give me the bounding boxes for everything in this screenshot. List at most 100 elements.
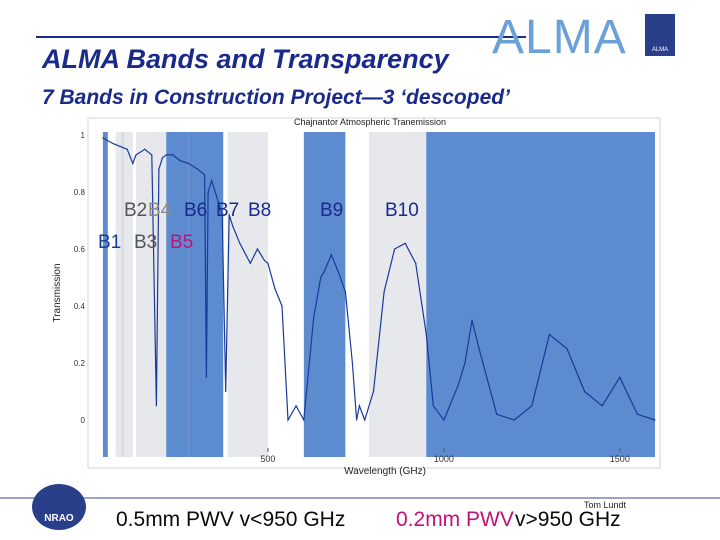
transmission-point: [161, 157, 163, 159]
transmission-point: [135, 154, 137, 156]
alma-logo-caption: ALMA: [651, 47, 669, 53]
transmission-point: [188, 162, 190, 165]
transmission-point: [372, 390, 375, 393]
transmission-point: [496, 413, 498, 415]
band-region-b4: [135, 132, 150, 457]
band-region-b8: [227, 132, 268, 457]
transmission-point: [126, 148, 128, 150]
band-label-b4: B4: [148, 200, 172, 221]
transmission-point: [151, 154, 153, 156]
transmission-point: [263, 259, 266, 261]
alma-logo-icon: ALMA: [645, 14, 675, 56]
transmission-point: [249, 262, 251, 264]
footer-rule: [0, 497, 720, 499]
y-tick-label: 0.8: [74, 188, 86, 197]
band-label-b8: B8: [248, 200, 271, 221]
transmission-point: [221, 214, 223, 216]
transmission-point: [205, 376, 207, 378]
transmission-point: [513, 419, 515, 421]
transmission-point: [478, 348, 480, 350]
transmission-point: [351, 362, 353, 364]
slide-title: ALMA Bands and Transparency: [42, 44, 449, 74]
transmission-point: [214, 191, 216, 193]
y-tick-label: 0: [81, 416, 86, 425]
transmission-point: [358, 405, 361, 407]
transmission-point: [155, 405, 157, 407]
transmission-point: [566, 348, 568, 350]
transmission-point: [425, 333, 427, 336]
transmission-point: [179, 160, 181, 162]
transmission-point: [356, 419, 358, 421]
transmission-point: [295, 405, 297, 407]
series-layer: [102, 137, 656, 423]
band-region-b9: [303, 132, 346, 457]
band-region-b10: [368, 132, 427, 457]
transmission-point: [287, 419, 289, 421]
transmission-point: [207, 191, 209, 193]
band-label-b6: B6: [184, 200, 207, 221]
band-region-b3: [121, 132, 133, 457]
bands-layer: [102, 132, 655, 457]
transmission-point: [267, 262, 269, 264]
transmission-point: [383, 291, 385, 293]
transmission-point: [313, 316, 315, 318]
transmission-point: [330, 254, 332, 256]
transmission-point: [274, 288, 276, 290]
transmission-point: [404, 242, 406, 244]
transmission-point: [654, 419, 656, 421]
transmission-point: [303, 419, 305, 421]
transmission-point: [204, 174, 206, 176]
transmission-point: [601, 405, 603, 407]
transmission-point: [144, 148, 146, 150]
chart-title: Chajnantor Atmospheric Tranemission: [294, 117, 446, 127]
transmission-point: [548, 333, 551, 336]
title-rule: [36, 36, 526, 38]
y-tick-label: 0.2: [74, 359, 86, 368]
x-tick-label: 1500: [610, 454, 630, 464]
transmission-point: [196, 168, 199, 170]
transmission-point: [102, 137, 104, 139]
pwv-high-range: v>950 GHz: [515, 508, 621, 531]
pwv-low-text: 0.5mm PWV v<950 GHz: [116, 508, 346, 531]
transmission-point: [323, 271, 325, 273]
transmission-point: [531, 405, 533, 407]
band-label-b7: B7: [216, 200, 239, 221]
slide-subtitle: 7 Bands in Construction Project—3 ‘desco…: [42, 86, 510, 109]
transmission-point: [584, 390, 586, 393]
transmission-point: [256, 248, 258, 250]
band-label-b3: B3: [134, 232, 157, 253]
transmission-point: [281, 305, 283, 307]
transmission-point: [432, 405, 434, 407]
transmission-point: [232, 225, 234, 227]
x-tick-label: 500: [260, 454, 275, 464]
transmission-point: [320, 276, 322, 279]
transmission-point: [344, 291, 346, 293]
y-tick-label: 0.6: [74, 245, 86, 254]
transmission-point: [457, 385, 459, 387]
transmission-point: [112, 142, 114, 145]
transmission-point: [619, 376, 621, 378]
transmission-point: [158, 168, 160, 170]
transmission-point: [337, 271, 339, 273]
y-tick-label: 1: [81, 131, 86, 140]
transmission-point: [165, 154, 167, 156]
band-label-b1: B1: [98, 232, 121, 253]
x-tick-label: 1000: [434, 454, 454, 464]
transmission-point: [211, 180, 213, 182]
transmission-point: [132, 162, 134, 165]
band-region-b6: [166, 132, 189, 457]
y-tick-label: 0.4: [74, 302, 86, 311]
transmission-point: [464, 362, 466, 364]
nrao-logo-icon: NRAO: [32, 484, 86, 530]
band-region-b1: [102, 132, 108, 457]
transmission-point: [636, 413, 639, 415]
transmission-point: [415, 262, 417, 264]
y-axis-label: Transmission: [52, 263, 63, 322]
band-region-b2: [115, 132, 124, 457]
band-label-b9: B9: [320, 200, 343, 221]
transmission-point: [119, 145, 121, 147]
transmission-point: [364, 419, 366, 421]
